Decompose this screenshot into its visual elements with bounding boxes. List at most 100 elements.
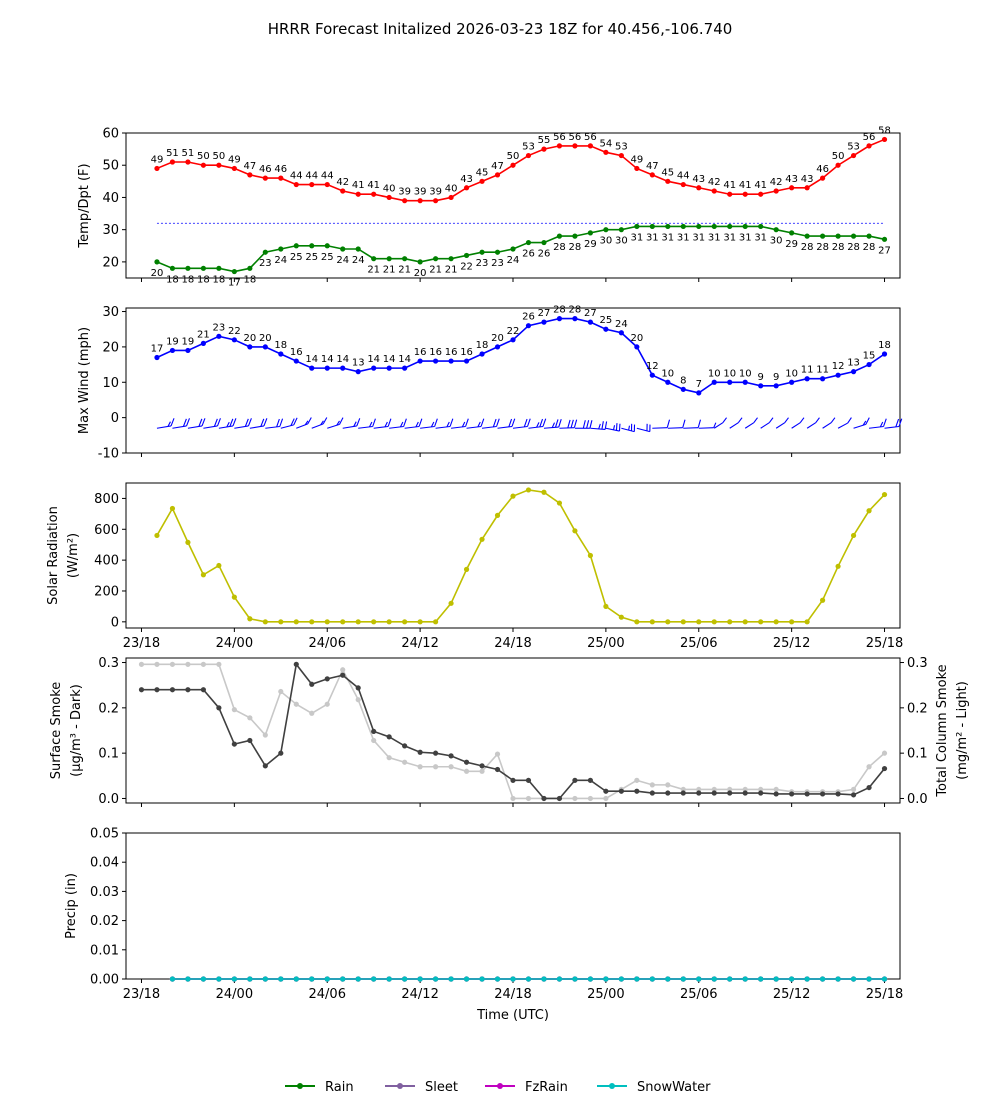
plot-frame xyxy=(125,832,901,980)
legend-label-sleet: Sleet xyxy=(425,1080,458,1095)
wind-barb-staff xyxy=(652,427,668,429)
dewpoint-point xyxy=(262,249,268,255)
temperature-point xyxy=(727,191,733,197)
max-wind-point xyxy=(665,379,671,385)
total-column-smoke-point xyxy=(603,795,609,802)
dewpoint-point xyxy=(448,256,454,262)
wind-barb-flag xyxy=(356,418,361,427)
dewpoint-data-label: 18 xyxy=(197,274,210,285)
dewpoint-data-label: 21 xyxy=(429,265,442,276)
solar-radiation-point xyxy=(773,619,779,625)
temperature-data-label: 44 xyxy=(677,171,690,182)
surface-smoke-point xyxy=(340,672,346,678)
solar-radiation-point xyxy=(386,619,392,625)
max-wind-data-label: 18 xyxy=(274,340,287,351)
wind-barb xyxy=(172,418,191,429)
max-wind-data-label: 18 xyxy=(878,340,891,351)
max-wind-data-label: 14 xyxy=(305,354,318,365)
wind-barb-flag xyxy=(815,417,820,424)
wind-barb xyxy=(621,423,636,433)
max-wind-data-label: 16 xyxy=(445,347,458,358)
wind-barb-flag xyxy=(713,422,717,428)
solar-radiation-point xyxy=(866,508,872,514)
dewpoint-point xyxy=(386,256,392,262)
temperature-point xyxy=(711,188,717,194)
dewpoint-data-label: 25 xyxy=(305,252,318,263)
wind-barb-flag xyxy=(461,421,466,428)
total-column-smoke-point xyxy=(711,786,717,793)
solar-radiation-point xyxy=(665,619,671,625)
temperature-point xyxy=(541,146,547,152)
temperature-data-label: 40 xyxy=(445,183,458,194)
temperature-point xyxy=(154,165,160,172)
x-tick-label: 24/06 xyxy=(309,636,346,651)
y-tick-label: 600 xyxy=(94,523,119,538)
temperature-point xyxy=(587,143,594,149)
wind-barb-flag xyxy=(216,418,221,427)
wind-barb xyxy=(404,418,423,429)
max-wind-point xyxy=(649,372,655,378)
dewpoint-point xyxy=(758,223,764,230)
precip-snowwater-point xyxy=(371,976,377,982)
dewpoint-point xyxy=(556,233,563,239)
precip-snowwater-point xyxy=(727,976,733,982)
wind-barb-staff xyxy=(543,426,559,429)
y-tick-label: 30 xyxy=(102,305,119,320)
wind-barb-flag xyxy=(339,417,344,425)
temperature-point xyxy=(820,175,826,181)
temperature-data-label: 46 xyxy=(816,164,829,175)
temperature-point xyxy=(556,143,563,149)
solar-radiation-point xyxy=(402,619,408,625)
total-column-smoke-point xyxy=(371,737,377,744)
temperature-point xyxy=(649,172,655,178)
dewpoint-point xyxy=(154,259,160,265)
temperature-data-label: 50 xyxy=(213,151,226,162)
wind-barb-flag xyxy=(353,421,357,427)
solar-radiation-point xyxy=(572,528,578,534)
surface-smoke-point xyxy=(742,790,748,796)
dewpoint-point xyxy=(727,223,733,230)
total-column-smoke-point xyxy=(758,786,764,793)
max-wind-point xyxy=(804,376,810,382)
wind-barb-flag xyxy=(434,418,438,427)
max-wind-data-label: 15 xyxy=(863,351,876,362)
wind-barb-flag xyxy=(290,418,295,426)
wind-barb-staff xyxy=(481,425,497,429)
temperature-data-label: 47 xyxy=(646,161,659,172)
temperature-point xyxy=(789,185,795,191)
dewpoint-data-label: 31 xyxy=(661,232,674,243)
solar-radiation-point xyxy=(711,619,717,625)
precip-snowwater-point xyxy=(603,976,609,982)
surface-smoke-point xyxy=(216,705,222,711)
solar-radiation-point xyxy=(850,532,857,539)
wind-barb-flag xyxy=(229,418,234,427)
wind-barb-staff xyxy=(528,425,544,429)
wind-barb xyxy=(698,422,717,429)
surface-smoke-point xyxy=(510,777,516,783)
precip-snowwater-point xyxy=(773,976,779,982)
wind-barb xyxy=(311,417,328,429)
dewpoint-data-label: 30 xyxy=(770,236,783,247)
dewpoint-data-label: 18 xyxy=(166,274,179,285)
max-wind-point xyxy=(200,340,206,346)
wind-barb xyxy=(837,417,852,429)
total-column-smoke-point xyxy=(386,755,392,761)
max-wind-point xyxy=(742,379,748,385)
surface-smoke-point xyxy=(618,788,624,794)
dewpoint-data-label: 29 xyxy=(785,239,798,250)
wind-barb-flag xyxy=(628,425,631,431)
wind-barb-flag xyxy=(449,418,454,427)
precip-snowwater-point xyxy=(758,976,764,982)
wind-barb xyxy=(265,418,284,429)
total-column-smoke-point xyxy=(866,764,872,770)
wind-barb-staff xyxy=(744,422,755,429)
wind-barb-flag xyxy=(399,421,404,428)
wind-barb-flag xyxy=(167,421,171,427)
surface-smoke-point xyxy=(696,790,702,796)
total-column-smoke-point xyxy=(727,786,733,793)
max-wind-data-label: 16 xyxy=(429,347,442,358)
surface-smoke-point xyxy=(866,784,872,791)
y-right-tick-label: 0.3 xyxy=(907,656,928,671)
temperature-data-label: 43 xyxy=(785,174,798,185)
dewpoint-point xyxy=(200,265,206,271)
